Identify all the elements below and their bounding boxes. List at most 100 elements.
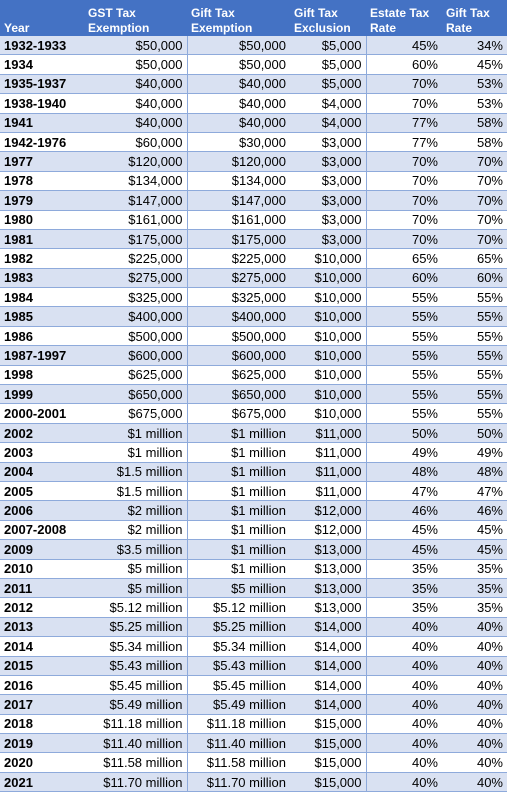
gift-exemption-cell: $625,000 (187, 365, 290, 386)
estate-rate-cell: 60% (366, 54, 442, 75)
table-row: 2010 $5 million $1 million $13,000 35% 35% (0, 559, 507, 579)
table-row: 2003 $1 million $1 million $11,000 49% 49% (0, 442, 507, 463)
estate-rate-cell: 40% (366, 752, 442, 773)
estate-rate-cell: 55% (366, 306, 442, 327)
year-cell: 2014 (0, 636, 84, 657)
gift-rate-cell: 55% (442, 365, 507, 386)
gift-exemption-cell: $5.45 million (187, 675, 290, 696)
year-cell: 2015 (0, 656, 84, 676)
gift-rate-cell: 48% (442, 462, 507, 482)
table-row: 1980 $161,000 $161,000 $3,000 70% 70% (0, 210, 507, 230)
year-cell: 1978 (0, 171, 84, 192)
gift-exclusion-cell: $4,000 (290, 113, 367, 133)
gift-exemption-cell: $40,000 (187, 74, 290, 95)
gift-exemption-cell: $1 million (187, 539, 290, 560)
gift-exemption-cell: $5.49 million (187, 694, 290, 715)
year-cell: 2019 (0, 733, 84, 754)
table-row: 1978 $134,000 $134,000 $3,000 70% 70% (0, 171, 507, 192)
gift-exemption-cell: $147,000 (187, 190, 290, 211)
estate-rate-cell: 55% (366, 287, 442, 308)
estate-rate-cell: 40% (366, 733, 442, 754)
gift-rate-cell: 46% (442, 500, 507, 521)
header-label: Gift Tax Exclusion (294, 6, 351, 35)
gift-exclusion-cell: $11,000 (290, 462, 367, 482)
estate-rate-cell: 40% (366, 772, 442, 793)
estate-rate-cell: 55% (366, 384, 442, 405)
year-cell: 2020 (0, 752, 84, 773)
gift-exemption-cell: $50,000 (187, 54, 290, 75)
year-cell: 2017 (0, 694, 84, 715)
gift-exemption-cell: $1 million (187, 423, 290, 444)
gift-exclusion-cell: $10,000 (290, 365, 367, 386)
estate-rate-cell: 77% (366, 132, 442, 153)
table-row: 2018 $11.18 million $11.18 million $15,000 4… (0, 714, 507, 735)
gift-exclusion-cell: $10,000 (290, 306, 367, 327)
year-cell: 1977 (0, 151, 84, 172)
estate-rate-cell: 70% (366, 210, 442, 230)
year-cell: 1979 (0, 190, 84, 211)
year-cell: 2009 (0, 539, 84, 560)
table-row: 2011 $5 million $5 million $13,000 35% 35% (0, 578, 507, 599)
gift-exemption-cell: $30,000 (187, 132, 290, 153)
year-cell: 1998 (0, 365, 84, 386)
year-cell: 1985 (0, 306, 84, 327)
estate-rate-cell: 50% (366, 423, 442, 444)
gift-rate-cell: 45% (442, 54, 507, 75)
estate-rate-cell: 40% (366, 636, 442, 657)
gift-exclusion-cell: $5,000 (290, 74, 367, 95)
gst-exemption-cell: $120,000 (84, 151, 188, 172)
estate-rate-cell: 70% (366, 151, 442, 172)
gst-exemption-cell: $11.40 million (84, 733, 188, 754)
gift-rate-cell: 58% (442, 132, 507, 153)
gift-exemption-cell: $11.58 million (187, 752, 290, 773)
gift-exclusion-cell: $10,000 (290, 326, 367, 347)
gift-exemption-cell: $5.25 million (187, 617, 290, 638)
gst-exemption-cell: $11.58 million (84, 752, 188, 773)
header-estate-tax-rate: Estate Tax Rate (366, 0, 442, 36)
estate-rate-cell: 45% (366, 539, 442, 560)
year-cell: 1938-1940 (0, 93, 84, 114)
gift-rate-cell: 65% (442, 248, 507, 269)
gift-exclusion-cell: $10,000 (290, 248, 367, 269)
table-row: 2002 $1 million $1 million $11,000 50% 50% (0, 423, 507, 444)
estate-rate-cell: 55% (366, 403, 442, 424)
estate-rate-cell: 49% (366, 442, 442, 463)
gift-exemption-cell: $225,000 (187, 248, 290, 269)
header-gift-tax-exclusion: Gift Tax Exclusion (290, 0, 366, 36)
table-row: 2000-2001 $675,000 $675,000 $10,000 55% 55% (0, 403, 507, 424)
gift-rate-cell: 34% (442, 36, 507, 56)
gift-exemption-cell: $1 million (187, 462, 290, 482)
estate-rate-cell: 70% (366, 74, 442, 95)
table-row: 2020 $11.58 million $11.58 million $15,000 4… (0, 752, 507, 773)
gst-exemption-cell: $650,000 (84, 384, 188, 405)
estate-rate-cell: 70% (366, 93, 442, 114)
gift-exclusion-cell: $14,000 (290, 694, 367, 715)
gst-exemption-cell: $275,000 (84, 268, 188, 289)
gift-exemption-cell: $11.18 million (187, 714, 290, 735)
gift-exemption-cell: $1 million (187, 520, 290, 541)
year-cell: 2010 (0, 559, 84, 579)
gst-exemption-cell: $2 million (84, 520, 188, 541)
gst-exemption-cell: $1.5 million (84, 462, 188, 482)
year-cell: 2013 (0, 617, 84, 638)
gift-exemption-cell: $600,000 (187, 345, 290, 366)
table-row: 1977 $120,000 $120,000 $3,000 70% 70% (0, 151, 507, 172)
gift-exclusion-cell: $10,000 (290, 403, 367, 424)
gift-rate-cell: 40% (442, 714, 507, 735)
gift-exemption-cell: $1 million (187, 442, 290, 463)
table-row: 2019 $11.40 million $11.40 million $15,000 4… (0, 733, 507, 754)
gift-rate-cell: 70% (442, 229, 507, 250)
gst-exemption-cell: $5.12 million (84, 597, 188, 618)
table-row: 1986 $500,000 $500,000 $10,000 55% 55% (0, 326, 507, 347)
gift-exclusion-cell: $15,000 (290, 772, 367, 793)
gst-exemption-cell: $500,000 (84, 326, 188, 347)
year-cell: 2003 (0, 442, 84, 463)
gift-rate-cell: 35% (442, 578, 507, 599)
gst-exemption-cell: $5.43 million (84, 656, 188, 676)
gst-exemption-cell: $60,000 (84, 132, 188, 153)
table-row: 1999 $650,000 $650,000 $10,000 55% 55% (0, 384, 507, 405)
estate-rate-cell: 77% (366, 113, 442, 133)
estate-rate-cell: 70% (366, 190, 442, 211)
gst-exemption-cell: $1.5 million (84, 481, 188, 502)
year-cell: 1999 (0, 384, 84, 405)
